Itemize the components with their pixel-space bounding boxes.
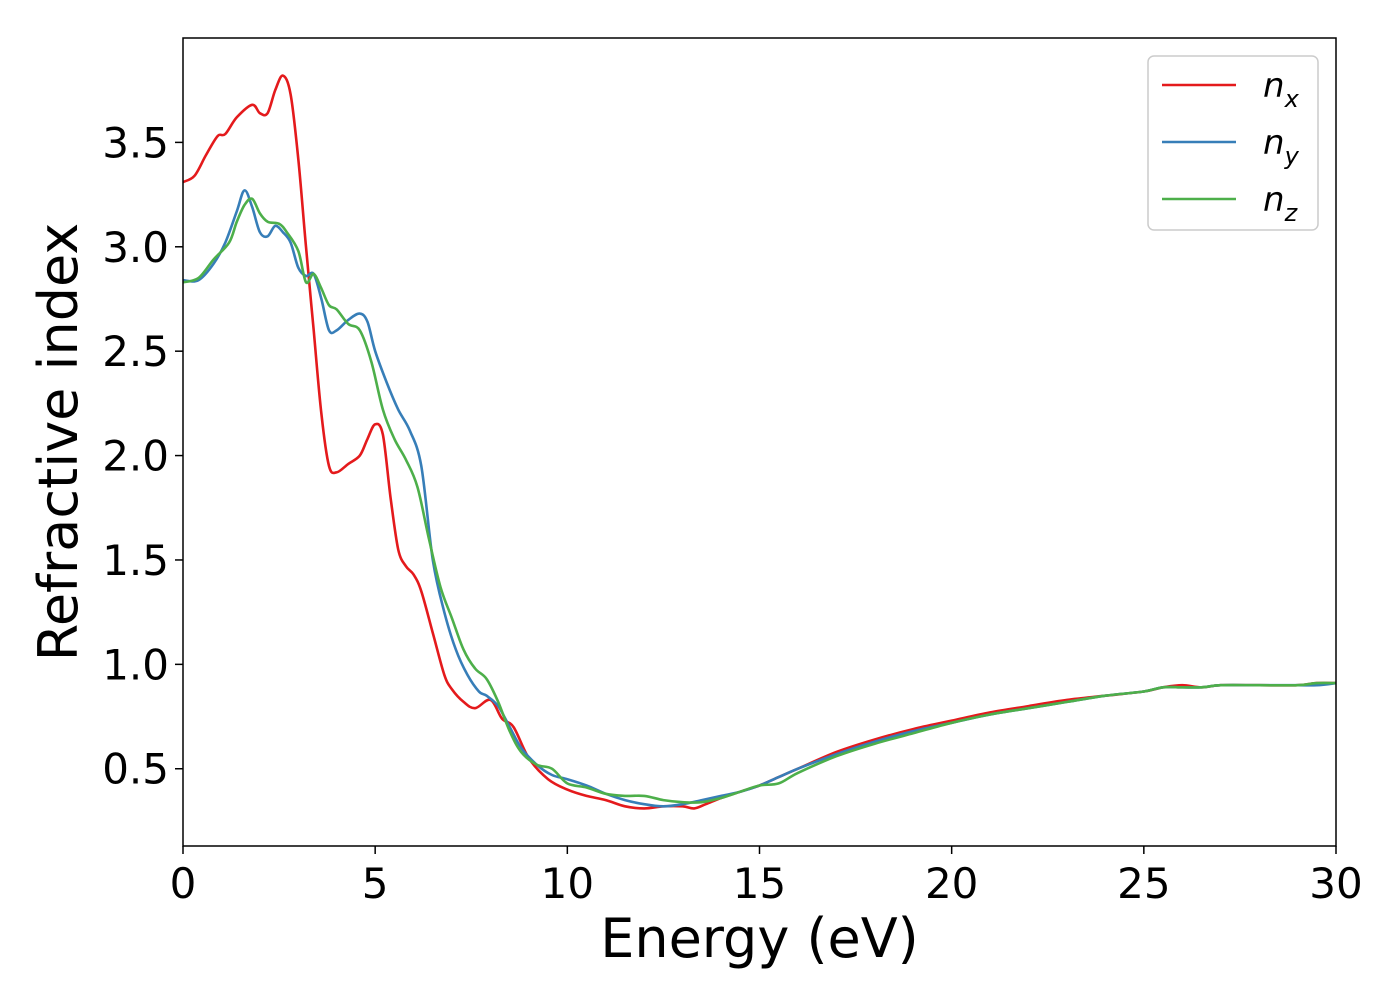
legend-label-y: ny: [1263, 123, 1300, 170]
y-tick-label: 2.0: [102, 432, 169, 481]
x-tick-label: 10: [541, 859, 594, 908]
x-tick-label: 0: [170, 859, 197, 908]
x-tick-label: 25: [1117, 859, 1170, 908]
y-tick-label: 1.5: [102, 536, 169, 585]
y-tick-label: 3.5: [102, 118, 169, 167]
series-lines: [182, 74, 1337, 810]
y-axis-title: Refractive index: [27, 223, 90, 662]
legend-label-z: nz: [1263, 180, 1299, 227]
legend: nx ny nz: [1147, 55, 1319, 231]
x-tick-label: 30: [1309, 859, 1362, 908]
legend-label-x: nx: [1263, 66, 1300, 113]
y-tick-label: 2.5: [102, 327, 169, 376]
y-tick-label: 0.5: [102, 745, 169, 794]
series-line-z: [182, 197, 1337, 804]
x-tick-label: 20: [925, 859, 978, 908]
x-axis: 0 5 10 15 20 25 30: [170, 846, 1363, 908]
y-axis: 0.5 1.0 1.5 2.0 2.5 3.0 3.5: [102, 118, 183, 794]
series-line-x: [182, 74, 1337, 810]
x-tick-label: 15: [733, 859, 786, 908]
series-line-y: [182, 189, 1337, 808]
x-tick-label: 5: [362, 859, 389, 908]
y-tick-label: 1.0: [102, 640, 169, 689]
y-tick-label: 3.0: [102, 223, 169, 272]
x-axis-title: Energy (eV): [600, 907, 919, 970]
